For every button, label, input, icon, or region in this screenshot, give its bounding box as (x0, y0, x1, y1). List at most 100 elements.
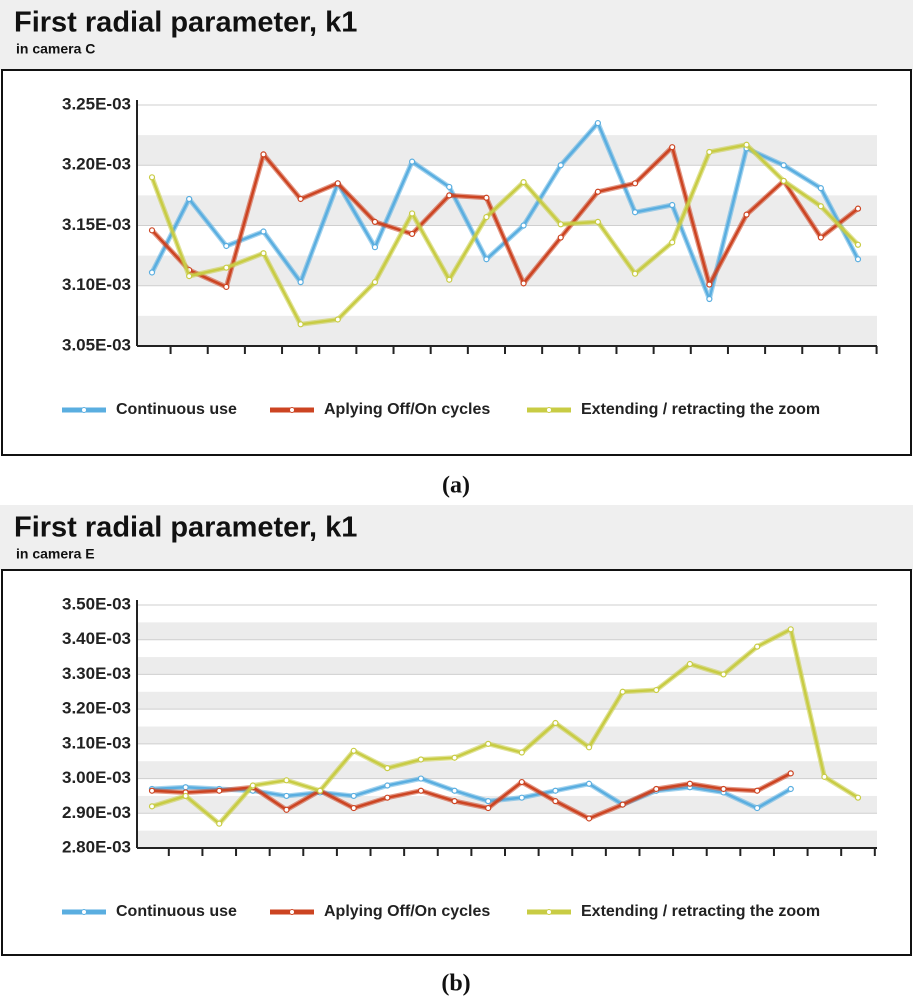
point (186, 195, 193, 203)
y-tick-label: 3.00E-03 (62, 768, 131, 787)
point (485, 798, 492, 805)
point (754, 804, 761, 812)
point (409, 158, 416, 165)
grid-band (137, 657, 877, 675)
point (754, 787, 761, 794)
point (249, 782, 256, 789)
point (451, 798, 458, 805)
point (417, 775, 425, 782)
point (619, 801, 626, 808)
plot: 2.80E-03 2.90E-03 3.00E-03 3.10E-03 3.20E-03… (62, 594, 877, 920)
y-tick-label: 3.15E-03 (62, 215, 131, 234)
plot: 3.05E-03 3.10E-03 3.15E-03 3.20E-03 3.25E-03… (62, 94, 878, 418)
legend-dot (546, 407, 552, 413)
point (485, 804, 492, 812)
point (283, 777, 290, 784)
point (854, 241, 862, 248)
point (371, 244, 379, 251)
legend-dot (81, 407, 87, 413)
chart-title: First radial parameter, k1 (14, 7, 357, 39)
point (186, 273, 193, 280)
point (417, 787, 425, 794)
y-tick-label: 2.90E-03 (62, 803, 131, 822)
point (148, 227, 156, 234)
point (669, 239, 676, 246)
chart-subtitle: in camera C (16, 41, 95, 57)
point (297, 279, 304, 286)
y-tick-label: 3.50E-03 (62, 594, 131, 613)
legend-label: Continuous use (116, 903, 237, 920)
point (334, 316, 341, 323)
point (384, 794, 391, 801)
point (297, 321, 304, 328)
point (706, 295, 713, 303)
grid-band (137, 315, 877, 346)
point (720, 671, 727, 678)
point (780, 177, 787, 185)
y-tick-label: 2.80E-03 (62, 837, 131, 856)
series-line (151, 145, 859, 289)
point (520, 280, 527, 287)
point (283, 792, 290, 800)
point (518, 794, 525, 801)
point (316, 787, 324, 794)
point (483, 256, 490, 263)
point (720, 785, 727, 793)
point (283, 806, 290, 813)
point (817, 234, 824, 241)
point (552, 798, 559, 805)
point (854, 256, 862, 263)
point (631, 209, 639, 216)
header-band (0, 0, 913, 70)
point (594, 188, 601, 195)
point (182, 784, 189, 791)
y-tick-label: 3.20E-03 (62, 699, 131, 718)
legend-dot (289, 909, 295, 915)
point (520, 222, 527, 229)
point (223, 283, 230, 291)
point (260, 250, 267, 257)
series-line (151, 628, 859, 825)
point (371, 279, 379, 286)
y-tick-label: 3.10E-03 (62, 733, 131, 752)
point (686, 660, 694, 668)
point (216, 787, 223, 794)
point (518, 778, 525, 786)
grid-band (137, 622, 877, 640)
point (706, 281, 713, 288)
point (451, 754, 458, 761)
point (585, 780, 593, 787)
y-tick-label: 3.40E-03 (62, 629, 131, 648)
point (350, 792, 357, 800)
series-line (151, 772, 792, 820)
point (371, 218, 379, 225)
y-tick-label: 3.10E-03 (62, 275, 131, 294)
legend-label: Aplying Off/On cycles (324, 903, 490, 920)
point (260, 228, 267, 235)
point (148, 174, 156, 181)
point (669, 144, 676, 151)
point (854, 794, 862, 801)
point (706, 148, 713, 156)
chart-subtitle: in camera E (16, 546, 95, 562)
series-line (150, 143, 859, 326)
point (787, 785, 794, 793)
point (223, 242, 230, 250)
point (787, 770, 794, 777)
point (384, 765, 391, 772)
point (417, 756, 425, 763)
point (148, 269, 156, 276)
point (350, 747, 357, 754)
point (653, 686, 660, 694)
legend-label: Extending / retracting the zoom (581, 903, 820, 920)
y-tick-label: 3.25E-03 (62, 94, 131, 113)
point (334, 180, 341, 187)
point (631, 180, 639, 187)
point (446, 183, 453, 191)
point (518, 749, 525, 756)
point (585, 744, 593, 751)
legend-dot (81, 909, 87, 915)
point (585, 815, 593, 822)
grid-band (137, 726, 877, 744)
